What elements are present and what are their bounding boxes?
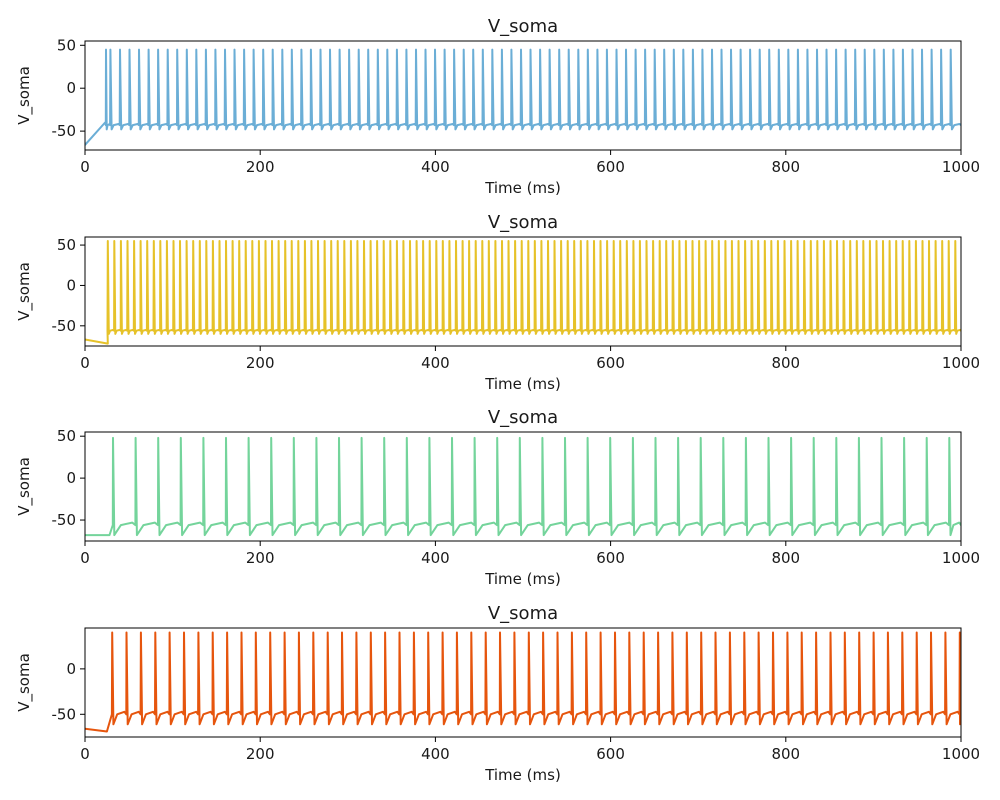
chart-title: V_soma — [488, 16, 558, 37]
x-tick-label: 1000 — [942, 549, 980, 567]
x-axis-label: Time (ms) — [484, 179, 561, 197]
x-tick-label: 600 — [596, 549, 625, 567]
plot-frame — [84, 431, 962, 542]
y-tick-label: 50 — [57, 36, 76, 54]
x-tick-label: 400 — [421, 549, 450, 567]
x-tick-label: 200 — [246, 158, 275, 176]
x-tick-label: 600 — [596, 745, 625, 763]
x-tick-label: 400 — [421, 158, 450, 176]
x-tick-label: 800 — [771, 549, 800, 567]
chart-panel-4: V_soma 0 200 400 600 800 1000 -50 0 Time (ms) V_so… — [15, 603, 980, 784]
y-tick-label: 0 — [66, 660, 76, 678]
y-tick-label: -50 — [52, 317, 77, 335]
x-tick-label: 1000 — [942, 158, 980, 176]
chart-title: V_soma — [488, 212, 558, 233]
y-tick-label: -50 — [52, 511, 77, 529]
y-axis-label: V_soma — [15, 457, 34, 516]
y-tick-label: 50 — [57, 427, 76, 445]
x-tick-label: 0 — [80, 158, 90, 176]
chart-panel-3: V_soma 0 200 400 600 800 1000 -50 0 50 Time (ms) V_… — [15, 407, 980, 588]
x-tick-label: 600 — [596, 354, 625, 372]
chart-panel-2: V_soma 0 200 400 600 800 1000 -50 0 50 Time (ms) V_… — [15, 212, 980, 393]
x-tick-label: 800 — [771, 354, 800, 372]
y-axis-label: V_soma — [15, 262, 34, 321]
x-axis-label: Time (ms) — [484, 570, 561, 588]
x-tick-label: 200 — [246, 745, 275, 763]
x-tick-label: 800 — [771, 745, 800, 763]
chart-title: V_soma — [488, 603, 558, 624]
x-axis-label: Time (ms) — [484, 766, 561, 784]
x-tick-label: 200 — [246, 354, 275, 372]
y-tick-label: -50 — [52, 705, 77, 723]
y-tick-label: -50 — [52, 122, 77, 140]
y-tick-label: 50 — [57, 236, 76, 254]
y-axis-label: V_soma — [15, 66, 34, 125]
x-axis-label: Time (ms) — [484, 375, 561, 393]
plot-frame — [84, 40, 962, 151]
y-tick-label: 0 — [66, 469, 76, 487]
plot-frame — [84, 236, 962, 347]
y-tick-label: 0 — [66, 79, 76, 97]
series-line-v-soma — [85, 240, 961, 345]
x-tick-label: 0 — [80, 549, 90, 567]
x-tick-label: 400 — [421, 354, 450, 372]
y-tick-label: 0 — [66, 276, 76, 294]
series-line-v-soma — [85, 48, 961, 146]
chart-title: V_soma — [488, 407, 558, 428]
x-tick-label: 200 — [246, 549, 275, 567]
x-tick-label: 0 — [80, 354, 90, 372]
series-line-v-soma — [85, 631, 961, 733]
x-tick-label: 400 — [421, 745, 450, 763]
plot-frame — [84, 627, 962, 738]
x-tick-label: 800 — [771, 158, 800, 176]
x-tick-label: 600 — [596, 158, 625, 176]
x-tick-label: 0 — [80, 745, 90, 763]
x-tick-label: 1000 — [942, 354, 980, 372]
y-axis-label: V_soma — [15, 653, 34, 712]
x-tick-label: 1000 — [942, 745, 980, 763]
series-line-v-soma — [85, 436, 961, 537]
